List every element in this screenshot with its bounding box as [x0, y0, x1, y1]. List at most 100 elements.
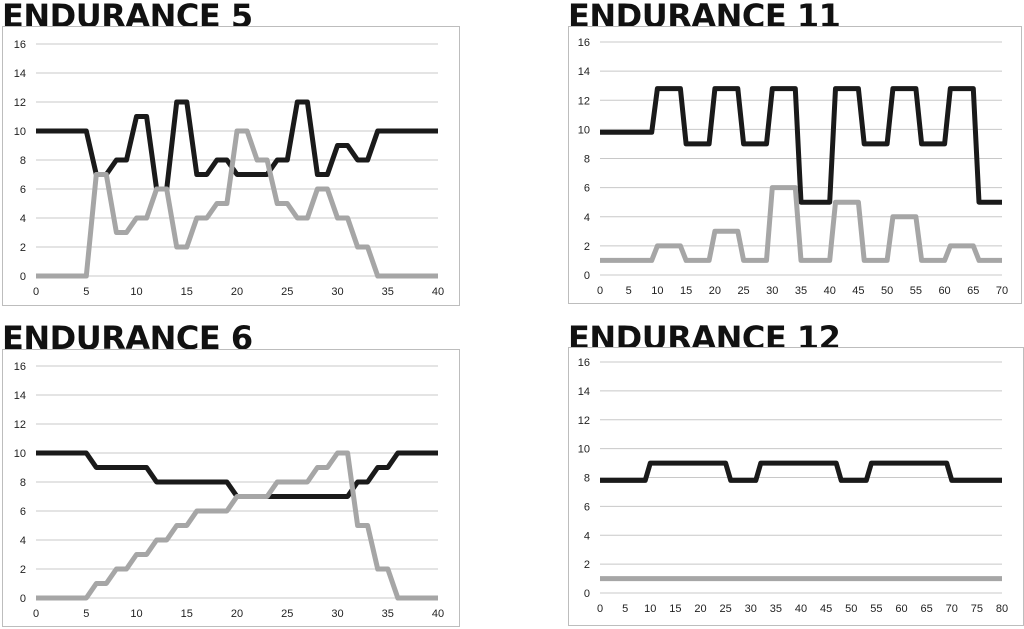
y-tick-label: 12	[14, 419, 26, 431]
y-tick-label: 16	[14, 39, 26, 51]
x-tick-label: 5	[622, 603, 628, 615]
x-tick-label: 65	[967, 285, 979, 297]
x-tick-label: 15	[680, 285, 692, 297]
x-tick-label: 15	[669, 603, 681, 615]
x-tick-label: 70	[946, 603, 958, 615]
y-tick-label: 10	[578, 124, 590, 136]
x-tick-label: 35	[770, 603, 782, 615]
x-tick-label: 15	[181, 286, 193, 298]
x-tick-label: 25	[737, 285, 749, 297]
endurance-11-plot: 0 2 4 6 8 10 12 14 16 0 5 10 15 20 25 30 35 40 45 50 55 60 65 7…	[578, 37, 1008, 297]
endurance-5-panel: ENDURANCE 5 0 2 4 6 8 10 12 14 16 0 5 10 15 20 25 30 35 4…	[2, 0, 460, 308]
x-tick-label: 25	[281, 286, 293, 298]
y-tick-label: 12	[14, 97, 26, 109]
x-tick-label: 10	[130, 286, 142, 298]
x-tick-label: 20	[694, 603, 706, 615]
y-tick-label: 8	[584, 473, 590, 485]
y-tick-label: 14	[14, 390, 26, 402]
y-tick-label: 6	[584, 183, 590, 195]
x-tick-label: 15	[181, 608, 193, 620]
y-tick-label: 12	[578, 95, 590, 107]
y-tick-label: 6	[584, 501, 590, 513]
x-tick-label: 5	[83, 286, 89, 298]
x-tick-label: 10	[651, 285, 663, 297]
y-tick-label: 2	[584, 559, 590, 571]
y-tick-label: 0	[20, 271, 26, 283]
series-line-dark	[600, 86, 1002, 205]
x-tick-label: 60	[895, 603, 907, 615]
y-tick-label: 8	[584, 154, 590, 166]
y-tick-label: 10	[14, 126, 26, 138]
y-tick-label: 0	[584, 588, 590, 600]
endurance-12-panel: ENDURANCE 12 0 2 4 6 8 10 12 14 16 0 5 10 15 20 25 30 35…	[568, 322, 1024, 629]
y-tick-label: 8	[20, 477, 26, 489]
series-line-dark	[600, 460, 1002, 483]
series-line-light	[36, 128, 438, 279]
x-tick-label: 50	[845, 603, 857, 615]
x-tick-label: 35	[795, 285, 807, 297]
x-tick-label: 20	[231, 608, 243, 620]
x-tick-label: 5	[83, 608, 89, 620]
series-line-dark	[36, 450, 438, 499]
x-tick-label: 30	[766, 285, 778, 297]
x-tick-label: 40	[824, 285, 836, 297]
y-tick-label: 2	[584, 241, 590, 253]
series-line-dark	[36, 99, 438, 192]
x-tick-label: 0	[33, 608, 39, 620]
y-tick-label: 14	[578, 386, 590, 398]
x-tick-label: 30	[745, 603, 757, 615]
x-tick-label: 40	[795, 603, 807, 615]
y-tick-label: 2	[20, 242, 26, 254]
endurance-6-plot: 0 2 4 6 8 10 12 14 16 0 5 10 15 20 25 30 35 40	[14, 361, 444, 620]
x-tick-label: 20	[709, 285, 721, 297]
endurance-11-chart: 0 2 4 6 8 10 12 14 16 0 5 10 15 20 25 30 35 40 45 50 55 60 65 7…	[568, 26, 1022, 304]
x-tick-label: 0	[33, 286, 39, 298]
x-tick-label: 80	[996, 603, 1008, 615]
x-tick-label: 40	[432, 608, 444, 620]
y-tick-label: 0	[584, 270, 590, 282]
x-tick-label: 65	[921, 603, 933, 615]
y-tick-label: 4	[20, 213, 26, 225]
x-tick-label: 75	[971, 603, 983, 615]
x-tick-label: 0	[597, 285, 603, 297]
endurance-6-chart: 0 2 4 6 8 10 12 14 16 0 5 10 15 20 25 30 35 40	[2, 349, 460, 627]
y-tick-label: 8	[20, 155, 26, 167]
x-tick-label: 25	[720, 603, 732, 615]
y-tick-label: 16	[14, 361, 26, 373]
y-tick-label: 6	[20, 506, 26, 518]
endurance-11-panel: ENDURANCE 11 0 2 4 6 8 10 12 14 16 0 5 10 15 20 25 30 35…	[568, 0, 1022, 308]
y-tick-label: 14	[14, 68, 26, 80]
x-tick-label: 20	[231, 286, 243, 298]
chart-title: ENDURANCE 6	[2, 319, 253, 357]
x-tick-label: 55	[910, 285, 922, 297]
endurance-5-plot: 0 2 4 6 8 10 12 14 16 0 5 10 15 20 25 30 35 40	[14, 39, 444, 298]
y-tick-label: 2	[20, 564, 26, 576]
y-tick-label: 12	[578, 415, 590, 427]
x-tick-label: 50	[881, 285, 893, 297]
x-tick-label: 45	[852, 285, 864, 297]
series-line-light	[36, 450, 438, 601]
x-tick-label: 30	[331, 286, 343, 298]
endurance-12-plot: 0 2 4 6 8 10 12 14 16 0 5 10 15 20 25 30 35 40 45 50 55 60 65 7…	[578, 357, 1008, 615]
x-tick-label: 5	[626, 285, 632, 297]
y-tick-label: 0	[20, 593, 26, 605]
x-tick-label: 25	[281, 608, 293, 620]
y-tick-label: 10	[578, 444, 590, 456]
x-tick-label: 40	[432, 286, 444, 298]
series-line-light	[600, 185, 1002, 263]
y-tick-label: 10	[14, 448, 26, 460]
x-tick-label: 10	[644, 603, 656, 615]
x-tick-label: 70	[996, 285, 1008, 297]
y-tick-label: 4	[20, 535, 26, 547]
x-tick-label: 55	[870, 603, 882, 615]
endurance-12-chart: 0 2 4 6 8 10 12 14 16 0 5 10 15 20 25 30 35 40 45 50 55 60 65 7…	[568, 347, 1024, 626]
y-tick-label: 4	[584, 212, 590, 224]
x-tick-label: 30	[331, 608, 343, 620]
endurance-6-panel: ENDURANCE 6 0 2 4 6 8 10 12 14 16 0 5 10 15 20 25 30 35 4…	[2, 322, 460, 629]
y-tick-label: 6	[20, 184, 26, 196]
x-tick-label: 35	[382, 286, 394, 298]
y-tick-label: 14	[578, 66, 590, 78]
x-tick-label: 0	[597, 603, 603, 615]
x-tick-label: 60	[938, 285, 950, 297]
x-tick-label: 35	[382, 608, 394, 620]
